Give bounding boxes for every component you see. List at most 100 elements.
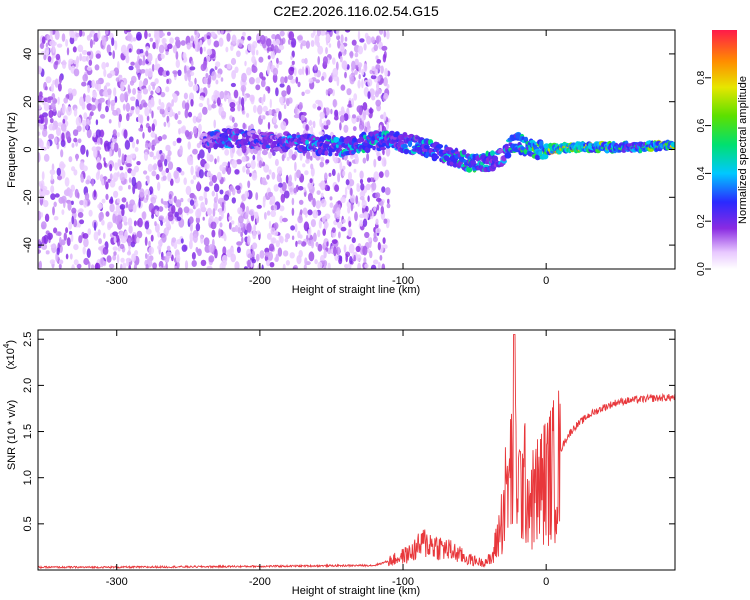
heatmap-cell: [76, 263, 82, 269]
heatmap-cell: [373, 259, 379, 265]
heatmap-cell: [198, 149, 205, 159]
heatmap-cell: [132, 184, 136, 195]
heatmap-cell: [50, 185, 55, 194]
heatmap-cell: [343, 244, 347, 253]
heatmap-cell: [301, 241, 307, 247]
heatmap-cell: [38, 249, 41, 254]
heatmap-cell: [234, 66, 239, 74]
heatmap-cell: [336, 34, 341, 41]
heatmap-cell: [196, 181, 201, 191]
heatmap-cell: [83, 237, 89, 248]
heatmap-cell: [351, 237, 356, 244]
heatmap-cell: [171, 205, 176, 214]
heatmap-cell: [184, 108, 189, 119]
heatmap-cell: [309, 195, 314, 201]
heatmap-cell: [403, 148, 409, 155]
heatmap-cell: [263, 164, 270, 173]
heatmap-cell: [357, 62, 363, 68]
heatmap-cell: [113, 87, 117, 97]
heatmap-cell: [234, 261, 240, 269]
heatmap-cell: [112, 129, 117, 137]
heatmap-cell: [305, 158, 310, 164]
heatmap-cell: [262, 105, 268, 112]
heatmap-cell: [144, 142, 149, 149]
heatmap-cell: [208, 255, 215, 263]
heatmap-cell: [59, 236, 62, 245]
heatmap-cell: [119, 166, 124, 171]
heatmap-cell: [347, 206, 351, 214]
y-tick-label: 0: [22, 146, 34, 152]
heatmap-cell: [219, 164, 224, 172]
heatmap-cell: [285, 174, 289, 184]
heatmap-cell: [95, 53, 101, 59]
heatmap-cell: [44, 46, 50, 56]
heatmap-cell: [89, 111, 94, 117]
heatmap-cell: [338, 231, 341, 239]
heatmap-cell: [273, 222, 279, 230]
heatmap-cell: [45, 250, 50, 255]
heatmap-cell: [286, 98, 290, 107]
heatmap-cell: [354, 58, 359, 66]
heatmap-cell: [49, 118, 54, 124]
heatmap-cell: [175, 39, 181, 49]
heatmap-cell: [278, 182, 283, 188]
heatmap-cell: [123, 91, 128, 102]
heatmap-cell: [315, 79, 321, 84]
heatmap-cell: [325, 159, 330, 164]
heatmap-cell: [302, 207, 308, 215]
heatmap-cell: [82, 246, 86, 255]
snr-x-axis-label: Height of straight line (km): [292, 585, 420, 597]
heatmap-cell: [315, 200, 321, 209]
heatmap-cell: [38, 104, 42, 110]
heatmap-cell: [58, 75, 63, 84]
heatmap-cell: [211, 190, 215, 197]
heatmap-cell: [325, 47, 328, 55]
heatmap-cell: [105, 62, 110, 68]
heatmap-cell: [267, 251, 273, 261]
heatmap-cell: [168, 214, 174, 222]
heatmap-cell: [234, 169, 240, 175]
heatmap-cell: [312, 103, 317, 109]
heatmap-cell: [66, 47, 70, 56]
heatmap-cell: [295, 76, 299, 84]
heatmap-cell: [304, 89, 311, 95]
heatmap-cell: [179, 126, 186, 134]
heatmap-cell: [53, 201, 57, 208]
heatmap-cell: [62, 118, 66, 125]
heatmap-cell: [56, 167, 61, 176]
heatmap-cell: [316, 190, 321, 196]
heatmap-cell: [241, 156, 247, 163]
heatmap-cell: [136, 63, 140, 74]
heatmap-cell: [344, 186, 348, 197]
heatmap-cell: [288, 174, 292, 183]
heatmap-cell: [51, 163, 55, 171]
heatmap-cell: [191, 260, 197, 267]
heatmap-cell: [120, 236, 127, 244]
heatmap-cell: [374, 90, 379, 98]
heatmap-cell: [148, 240, 151, 247]
heatmap-cell: [243, 266, 248, 269]
heatmap-cell: [327, 185, 331, 191]
heatmap-cell: [300, 42, 303, 50]
heatmap-cell: [375, 99, 382, 107]
heatmap-cell: [281, 90, 287, 97]
heatmap-cell: [64, 177, 70, 187]
heatmap-cell: [271, 171, 276, 180]
heatmap-cell: [299, 151, 303, 161]
heatmap-cell: [332, 99, 337, 108]
heatmap-cell: [342, 165, 346, 170]
heatmap-cell: [354, 52, 359, 58]
heatmap-cell: [103, 160, 107, 167]
heatmap-cell: [39, 124, 45, 130]
heatmap-cell: [183, 92, 188, 100]
heatmap-cell: [383, 92, 389, 100]
heatmap-cell: [386, 203, 391, 209]
heatmap-cell: [323, 249, 327, 259]
heatmap-cell: [137, 73, 141, 81]
heatmap-cell: [524, 136, 528, 142]
heatmap-cell: [92, 90, 98, 99]
heatmap-cell: [153, 163, 158, 171]
heatmap-cell: [127, 184, 131, 190]
heatmap-cell: [211, 71, 217, 81]
heatmap-cell: [146, 115, 150, 122]
